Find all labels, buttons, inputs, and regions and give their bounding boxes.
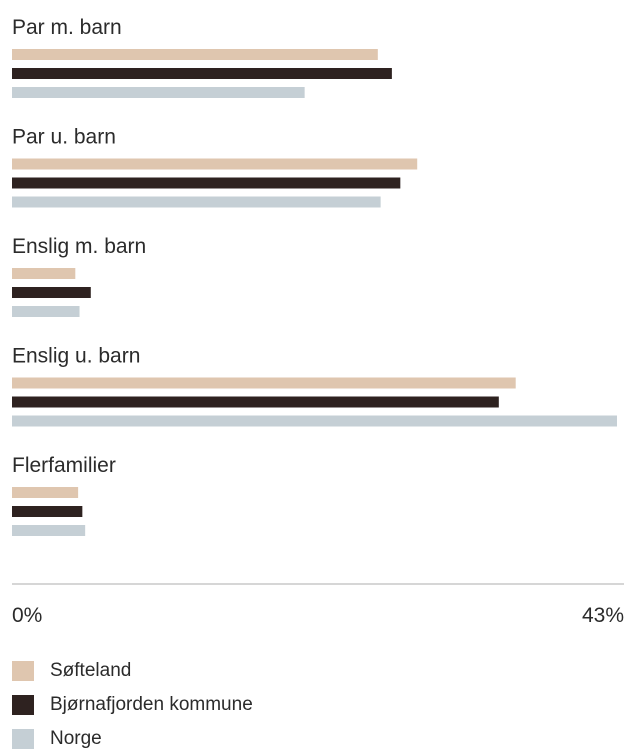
bar-par-m-barn-series-2 bbox=[12, 87, 305, 98]
bar-enslig-m-barn-series-2 bbox=[12, 306, 80, 317]
bar-par-m-barn-series-0 bbox=[12, 49, 378, 60]
bar-par-u-barn-series-1 bbox=[12, 177, 401, 189]
bar-flerfamilier-series-1 bbox=[12, 506, 83, 517]
bar-par-u-barn-series-0 bbox=[12, 158, 418, 170]
category-label-enslig-m-barn: Enslig m. barn bbox=[12, 235, 146, 258]
category-label-par-u-barn: Par u. barn bbox=[12, 126, 116, 149]
bar-flerfamilier-series-0 bbox=[12, 487, 79, 498]
legend-item-norge: Norge bbox=[12, 722, 253, 756]
bar-enslig-m-barn-series-0 bbox=[12, 268, 76, 279]
legend-swatch-bjornafjorden bbox=[12, 695, 34, 715]
x-tick-label-max: 43% bbox=[582, 604, 624, 627]
bar-par-m-barn-series-1 bbox=[12, 68, 392, 79]
x-tick-label-min: 0% bbox=[12, 604, 42, 627]
legend-swatch-softeland bbox=[12, 661, 34, 681]
bar-par-u-barn-series-2 bbox=[12, 196, 381, 208]
bar-enslig-u-barn-series-0 bbox=[12, 377, 516, 389]
legend-swatch-norge bbox=[12, 729, 34, 749]
legend-label-softeland: Søfteland bbox=[50, 660, 132, 681]
bar-enslig-u-barn-series-2 bbox=[12, 415, 617, 427]
category-label-par-m-barn: Par m. barn bbox=[12, 16, 122, 39]
legend-item-softeland: Søfteland bbox=[12, 654, 253, 688]
category-label-enslig-u-barn: Enslig u. barn bbox=[12, 345, 140, 368]
legend: Søfteland Bjørnafjorden kommune Norge bbox=[12, 654, 253, 756]
legend-label-norge: Norge bbox=[50, 728, 102, 749]
category-label-flerfamilier: Flerfamilier bbox=[12, 454, 116, 477]
bar-flerfamilier-series-2 bbox=[12, 525, 86, 536]
bar-enslig-u-barn-series-1 bbox=[12, 396, 499, 408]
category-groups: Par m. barn Par u. barn Enslig m. barn Ensl… bbox=[12, 16, 617, 536]
legend-label-bjornafjorden: Bjørnafjorden kommune bbox=[50, 694, 253, 715]
bar-enslig-m-barn-series-1 bbox=[12, 287, 91, 298]
legend-item-bjornafjorden: Bjørnafjorden kommune bbox=[12, 688, 253, 722]
